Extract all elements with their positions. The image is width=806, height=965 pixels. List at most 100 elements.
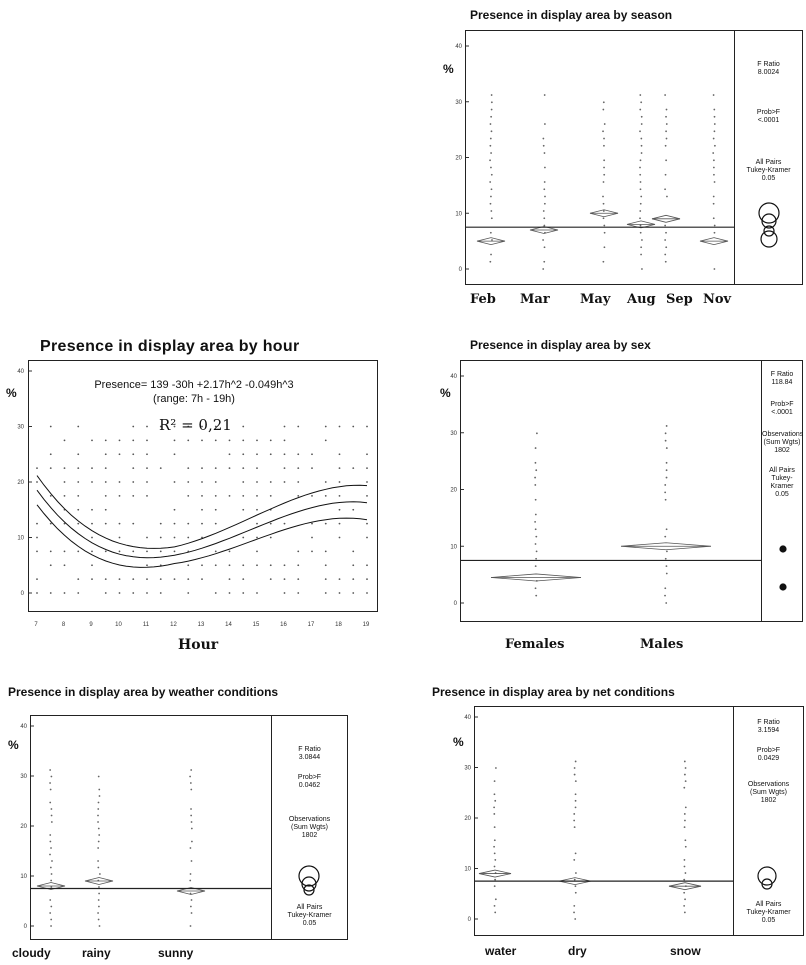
season-f-label: F Ratio: [757, 61, 780, 68]
sex-f-label: F Ratio: [770, 371, 794, 378]
data-point: [684, 767, 687, 769]
data-point: [603, 231, 606, 234]
data-point: [574, 885, 577, 888]
y-tick-label: 30: [464, 766, 471, 772]
season-title: Presence in display area by season: [470, 8, 673, 22]
data-point: [490, 173, 493, 176]
data-point: [664, 439, 667, 442]
data-point: [297, 425, 300, 428]
sex-obs: Observations (Sum Wgts) 1802: [762, 431, 804, 454]
data-point: [256, 522, 258, 525]
category-label: Aug: [627, 292, 656, 307]
x-tick-label: 10: [115, 622, 122, 628]
data-point: [242, 564, 245, 567]
data-point: [489, 202, 492, 205]
data-point: [49, 853, 51, 856]
data-point: [683, 773, 686, 776]
sex-p-value: <.0001: [771, 409, 793, 416]
data-point: [49, 592, 52, 594]
net-p-label: Prob>F: [756, 747, 781, 754]
data-point: [77, 508, 80, 511]
y-tick-label: 40: [450, 374, 457, 380]
hour-ylabel: %: [6, 386, 17, 400]
data-point: [324, 494, 327, 497]
data-point: [187, 467, 190, 470]
data-point: [311, 467, 313, 470]
y-tick-label: 40: [20, 724, 27, 730]
sex-tukey: All Pairs Tukey- Kramer 0.05: [769, 467, 795, 498]
sex-ylabel: %: [440, 386, 451, 400]
data-point: [173, 550, 176, 553]
data-point: [664, 239, 667, 241]
data-point: [49, 564, 52, 567]
data-point: [228, 564, 231, 567]
data-point: [190, 814, 193, 817]
category-label: rainy: [82, 946, 111, 960]
category-label: sunny: [158, 946, 194, 960]
data-point: [173, 508, 176, 511]
y-tick-label: 0: [468, 917, 472, 923]
data-point: [190, 769, 193, 771]
data-point: [542, 239, 544, 241]
comparison-circle: [303, 884, 315, 896]
data-point: [639, 108, 642, 111]
data-point: [683, 826, 686, 828]
data-point: [269, 522, 272, 525]
data-point: [573, 878, 576, 881]
data-point: [640, 246, 643, 249]
data-point: [269, 494, 272, 497]
data-point: [256, 481, 258, 483]
data-point: [602, 181, 605, 183]
y-tick-label: 30: [17, 425, 24, 431]
data-point: [712, 195, 715, 198]
data-point: [97, 775, 100, 778]
data-point: [311, 522, 313, 525]
category-label: Nov: [703, 292, 732, 307]
data-point: [146, 550, 148, 553]
weather-stats: F Ratio 3.0844 Prob>F 0.0462 Observation…: [271, 716, 347, 939]
data-point: [324, 425, 327, 428]
data-point: [63, 494, 66, 497]
data-point: [97, 827, 100, 830]
category-label: Feb: [470, 292, 496, 307]
data-point: [490, 115, 493, 118]
data-point: [603, 137, 605, 140]
data-point: [118, 550, 121, 553]
data-point: [187, 578, 190, 581]
data-point: [36, 536, 38, 539]
data-point: [50, 886, 53, 888]
data-point: [664, 484, 667, 486]
data-point: [665, 159, 668, 162]
season-comparison-circles: [758, 202, 780, 248]
data-point: [640, 195, 643, 198]
data-point: [214, 425, 217, 428]
data-point: [542, 210, 545, 212]
data-point: [77, 481, 80, 483]
data-point: [494, 898, 497, 901]
comparison-circle: [760, 230, 778, 248]
data-point: [640, 115, 643, 118]
data-point: [191, 840, 193, 843]
data-point: [490, 94, 493, 96]
comparison-circle: [761, 213, 777, 229]
data-point: [97, 899, 100, 901]
data-point: [684, 806, 687, 809]
net-stats: F Ratio 3.1594 Prob>F 0.0429 Observation…: [733, 707, 803, 935]
data-point: [543, 246, 546, 249]
comparison-circle: [763, 225, 775, 237]
data-point: [97, 918, 100, 921]
data-point: [544, 195, 546, 198]
sex-f-value: 118.84: [771, 379, 793, 386]
hour-frame: 0 10 20 30 40 Presence= 139 -30h +2.17h^2 -0…: [17, 360, 378, 612]
data-point: [491, 239, 493, 241]
data-point: [534, 447, 537, 449]
data-point: [639, 159, 642, 162]
data-point: [77, 453, 80, 456]
data-point: [338, 453, 341, 456]
weather-p-value: 0.0462: [298, 782, 321, 789]
data-point: [665, 461, 668, 464]
data-point: [132, 550, 135, 553]
data-point: [91, 481, 93, 483]
data-point: [664, 432, 667, 435]
data-point: [187, 592, 190, 594]
